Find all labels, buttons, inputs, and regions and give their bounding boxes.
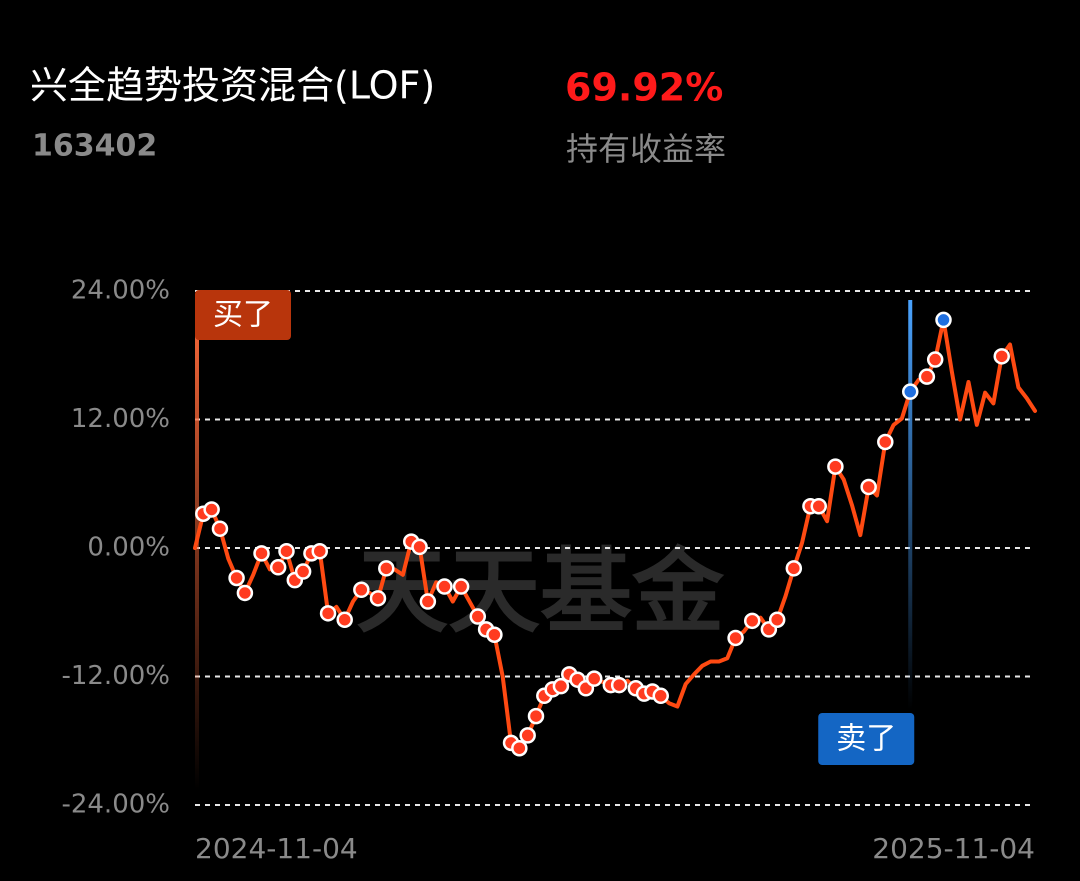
trade-dot: [253, 545, 270, 562]
sell-line: [908, 300, 913, 710]
watermark: 天天基金: [356, 538, 725, 645]
trade-dot: [278, 542, 295, 560]
trade-dot: [419, 593, 437, 610]
trade-dot: [810, 497, 828, 515]
fund-title: 兴全趋势投资混合(LOF): [30, 64, 435, 108]
trade-dot: [727, 629, 744, 647]
trade-dot: [411, 538, 428, 556]
trade-dot: [993, 348, 1010, 365]
trade-dot: [469, 608, 487, 625]
trade-dot: [585, 670, 603, 687]
trade-dot: [203, 501, 220, 518]
x-tick-label: 2024-11-04: [195, 832, 358, 865]
trade-dot: [926, 351, 944, 368]
trade-dot: [827, 458, 844, 475]
chart: -24.00% -12.00% 0.00% 12.00% 24.00% 2024-11-0…: [61, 276, 1037, 865]
trade-dot: [319, 605, 337, 622]
y-tick-label: -24.00%: [61, 790, 170, 820]
return-value: 69.92%: [565, 66, 723, 110]
sell-tag: [818, 713, 915, 765]
trade-dot: [336, 611, 353, 628]
y-tick-label: -12.00%: [61, 661, 170, 691]
x-tick-label: 2025-11-04: [872, 832, 1035, 865]
trade-dot: [511, 739, 528, 757]
y-tick-label: 12.00%: [71, 404, 170, 434]
trade-dot: [768, 611, 786, 628]
trade-dot: [527, 707, 545, 725]
trade-dot: [652, 687, 669, 705]
trade-dot: [519, 727, 536, 744]
y-tick-label: 24.00%: [71, 276, 170, 306]
trade-dot: [452, 578, 470, 595]
y-tick-label: 0.00%: [87, 533, 170, 563]
trade-dot: [552, 677, 570, 695]
trade-dot: [378, 560, 395, 577]
return-label: 持有收益率: [566, 130, 726, 168]
trade-dot: [211, 520, 229, 537]
trade-dot: [860, 478, 877, 496]
buy-tag: [195, 290, 291, 340]
trade-dot: [918, 368, 936, 385]
buy-tag-label: 买了: [213, 298, 273, 333]
trade-dot: [236, 584, 254, 602]
trade-dot: [228, 569, 245, 587]
trade-dot: [935, 311, 952, 329]
sell-tag-label: 卖了: [836, 722, 896, 757]
trade-dot: [436, 578, 453, 595]
trade-dot: [353, 581, 370, 599]
trade-dot: [877, 433, 894, 451]
trade-dot: [369, 590, 387, 607]
trade-dot: [785, 560, 803, 577]
trade-dot: [486, 626, 503, 643]
trade-dot: [269, 559, 287, 576]
trade-dot: [743, 612, 761, 630]
trade-dot: [294, 563, 312, 580]
trade-dot: [311, 542, 329, 560]
trade-dot: [901, 383, 919, 400]
fund-code: 163402: [32, 129, 157, 164]
trade-dot: [610, 676, 628, 694]
